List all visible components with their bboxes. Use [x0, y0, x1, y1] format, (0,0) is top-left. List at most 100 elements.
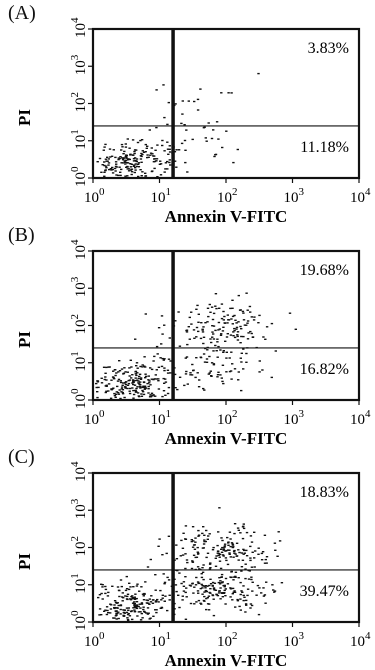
data-point	[278, 540, 282, 542]
data-point	[202, 564, 205, 566]
data-point	[139, 158, 143, 160]
data-point	[239, 593, 242, 596]
data-point	[139, 387, 142, 389]
data-point	[107, 612, 110, 614]
data-point	[126, 166, 129, 168]
data-point	[245, 549, 248, 552]
data-point	[120, 143, 124, 146]
data-point	[258, 360, 261, 362]
data-point	[196, 304, 199, 307]
data-point	[139, 378, 143, 380]
tick-exponent: 1	[166, 630, 172, 642]
data-point	[227, 92, 230, 94]
data-point	[126, 613, 130, 616]
y-tick-label: 102	[69, 314, 89, 335]
x-tick-label: 103	[284, 186, 305, 206]
data-point	[192, 554, 196, 556]
data-point	[209, 592, 212, 594]
data-point	[113, 607, 116, 609]
data-point	[141, 617, 144, 619]
tick-base: 10	[73, 542, 89, 557]
tick-exponent: 4	[365, 186, 371, 198]
data-point	[240, 570, 243, 572]
data-point	[120, 168, 123, 171]
data-point	[254, 550, 257, 552]
data-point	[162, 390, 166, 392]
data-point	[151, 170, 154, 172]
tick-exponent: 3	[69, 498, 81, 504]
data-point	[213, 582, 217, 584]
data-point	[137, 380, 140, 382]
data-point	[228, 553, 231, 555]
data-point	[137, 377, 140, 380]
data-point	[120, 149, 123, 151]
data-point	[231, 587, 235, 590]
data-point	[104, 609, 107, 611]
data-point	[133, 601, 136, 603]
data-point	[246, 588, 250, 590]
data-point	[242, 585, 245, 587]
data-point	[263, 562, 267, 564]
data-point	[106, 595, 110, 597]
x-tick-label: 101	[151, 630, 172, 650]
tick-base: 10	[284, 412, 299, 428]
data-point	[242, 525, 245, 527]
panel-c: (C) 100 101 102 103 104 100 101 102 103 104 Annexi…	[0, 446, 375, 668]
data-point	[167, 101, 170, 104]
data-point	[215, 594, 218, 596]
data-point	[260, 592, 263, 594]
data-point	[97, 596, 100, 599]
data-point	[155, 89, 158, 91]
data-point	[114, 369, 117, 371]
data-point	[169, 360, 172, 362]
tick-base: 10	[151, 190, 166, 206]
data-point	[202, 127, 206, 129]
data-point	[96, 396, 99, 399]
tick-base: 10	[73, 357, 89, 372]
data-point	[204, 587, 207, 589]
data-point	[142, 593, 145, 595]
data-point	[141, 171, 144, 173]
data-point	[144, 313, 147, 315]
data-point	[201, 593, 204, 595]
data-point	[130, 377, 133, 379]
data-point	[96, 381, 100, 383]
data-point	[191, 546, 195, 548]
data-point	[196, 372, 199, 374]
data-point	[239, 581, 242, 584]
data-point	[110, 169, 113, 171]
data-point	[201, 567, 204, 569]
data-point	[124, 589, 128, 592]
data-point	[216, 376, 219, 378]
data-point	[160, 315, 164, 317]
data-point	[212, 338, 216, 340]
data-point	[224, 595, 227, 597]
data-point	[222, 326, 225, 328]
data-point	[157, 366, 161, 368]
data-point	[261, 551, 265, 553]
data-point	[126, 138, 129, 140]
data-point	[188, 584, 192, 586]
data-point	[168, 161, 171, 164]
data-point	[189, 374, 192, 376]
data-point	[217, 554, 220, 556]
data-point	[228, 370, 232, 373]
data-point	[135, 160, 138, 162]
data-point	[117, 604, 120, 607]
data-point	[166, 123, 169, 126]
data-point	[205, 361, 209, 363]
data-point	[136, 392, 140, 394]
data-point	[166, 609, 169, 612]
data-point	[226, 322, 229, 324]
data-point	[127, 609, 130, 611]
data-point	[231, 363, 234, 365]
data-point	[203, 540, 206, 543]
tick-base: 10	[284, 190, 299, 206]
data-point	[211, 336, 214, 338]
data-point	[235, 555, 239, 557]
data-point	[193, 544, 196, 546]
data-point	[199, 337, 203, 340]
x-tick-label: 104	[350, 408, 371, 428]
data-point	[156, 144, 159, 146]
data-point	[131, 374, 134, 376]
